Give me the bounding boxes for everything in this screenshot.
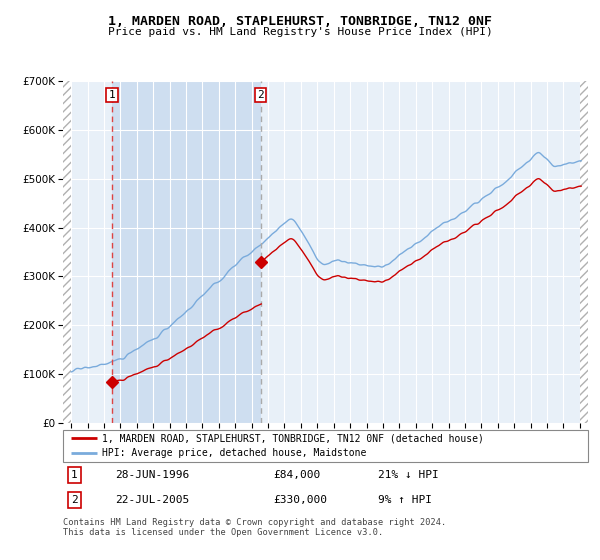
Bar	[63, 81, 71, 423]
Text: 1, MARDEN ROAD, STAPLEHURST, TONBRIDGE, TN12 0NF (detached house): 1, MARDEN ROAD, STAPLEHURST, TONBRIDGE, …	[103, 433, 484, 444]
Text: 2: 2	[257, 90, 264, 100]
Text: £84,000: £84,000	[273, 470, 320, 480]
FancyBboxPatch shape	[63, 430, 588, 462]
Bar	[112, 81, 260, 423]
Text: £330,000: £330,000	[273, 495, 327, 505]
Text: 28-JUN-1996: 28-JUN-1996	[115, 470, 190, 480]
Text: 9% ↑ HPI: 9% ↑ HPI	[378, 495, 432, 505]
Text: 21% ↓ HPI: 21% ↓ HPI	[378, 470, 439, 480]
Text: 1, MARDEN ROAD, STAPLEHURST, TONBRIDGE, TN12 0NF: 1, MARDEN ROAD, STAPLEHURST, TONBRIDGE, …	[108, 15, 492, 28]
Text: Contains HM Land Registry data © Crown copyright and database right 2024.
This d: Contains HM Land Registry data © Crown c…	[63, 518, 446, 538]
Text: 1: 1	[109, 90, 115, 100]
Bar	[580, 81, 588, 423]
Text: HPI: Average price, detached house, Maidstone: HPI: Average price, detached house, Maid…	[103, 448, 367, 458]
Text: Price paid vs. HM Land Registry's House Price Index (HPI): Price paid vs. HM Land Registry's House …	[107, 27, 493, 37]
Text: 1: 1	[71, 470, 78, 480]
Text: 22-JUL-2005: 22-JUL-2005	[115, 495, 190, 505]
Text: 2: 2	[71, 495, 78, 505]
